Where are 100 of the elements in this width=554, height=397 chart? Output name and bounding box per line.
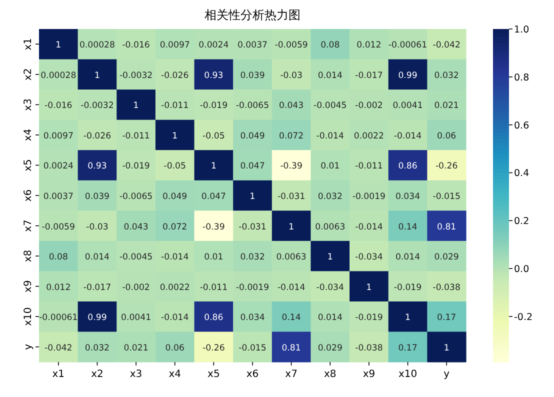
y-tick-label: y bbox=[23, 344, 34, 350]
data-label: 0.14 bbox=[282, 313, 301, 324]
x-tick-label: x3 bbox=[130, 369, 142, 380]
data-label: -0.0032 bbox=[80, 101, 114, 112]
data-label: 0.014 bbox=[395, 252, 420, 263]
x-tick-label: x6 bbox=[246, 369, 259, 380]
y-tick-label: x2 bbox=[23, 68, 34, 81]
data-label: 1 bbox=[133, 101, 139, 112]
data-label: -0.03 bbox=[280, 70, 302, 81]
data-label: 1 bbox=[56, 40, 62, 51]
data-label: 0.049 bbox=[240, 131, 265, 142]
data-label: -0.014 bbox=[161, 252, 189, 263]
data-label: 0.81 bbox=[437, 222, 456, 232]
data-label: 0.00028 bbox=[79, 40, 115, 51]
data-label: 0.08 bbox=[48, 252, 68, 263]
data-label: 0.0024 bbox=[198, 40, 229, 51]
data-label: 0.032 bbox=[84, 343, 110, 354]
data-label: -0.017 bbox=[355, 70, 383, 81]
x-tick-label: y bbox=[444, 369, 450, 380]
data-label: 1 bbox=[172, 131, 178, 142]
data-label: -0.39 bbox=[202, 222, 225, 232]
data-label: 1 bbox=[250, 192, 256, 202]
data-label: 0.043 bbox=[124, 222, 148, 232]
data-label: 0.049 bbox=[162, 192, 188, 202]
x-tick-label: x1 bbox=[52, 369, 65, 380]
data-label: -0.014 bbox=[161, 313, 189, 324]
data-label: -0.016 bbox=[44, 101, 72, 112]
x-tick-label: x7 bbox=[285, 369, 298, 380]
data-label: -0.39 bbox=[280, 162, 302, 172]
data-label: -0.034 bbox=[355, 252, 383, 263]
y-tick-label: x9 bbox=[23, 280, 34, 292]
data-label: 0.0063 bbox=[315, 222, 346, 232]
data-label: 0.0097 bbox=[43, 131, 74, 142]
data-label: 0.17 bbox=[398, 343, 418, 354]
data-label: -0.05 bbox=[164, 162, 186, 172]
data-label: 0.81 bbox=[282, 343, 301, 354]
data-label: -0.015 bbox=[432, 192, 460, 202]
y-tick-label: x5 bbox=[23, 159, 34, 172]
data-label: -0.026 bbox=[161, 70, 189, 81]
data-label: -0.002 bbox=[122, 282, 150, 293]
data-label: -0.019 bbox=[355, 313, 383, 324]
data-label: 0.17 bbox=[437, 313, 456, 324]
y-tick-label: x10 bbox=[23, 307, 34, 326]
data-label: 1 bbox=[405, 313, 411, 324]
data-label: -0.042 bbox=[432, 40, 460, 51]
data-label: -0.038 bbox=[355, 343, 383, 354]
y-tick-label: x1 bbox=[23, 38, 34, 50]
data-label: -0.0065 bbox=[119, 192, 153, 202]
data-label: 0.01 bbox=[320, 162, 340, 172]
color-bar-label: 0.0 bbox=[514, 264, 530, 276]
data-label: 0.86 bbox=[204, 313, 224, 324]
data-label: 0.043 bbox=[279, 101, 304, 112]
data-label: 0.034 bbox=[395, 192, 420, 202]
data-label: -0.019 bbox=[394, 282, 422, 293]
data-label: -0.0019 bbox=[352, 192, 386, 202]
data-label: 0.032 bbox=[240, 252, 265, 263]
data-label: -0.034 bbox=[316, 282, 344, 293]
data-label: 0.021 bbox=[124, 343, 148, 354]
data-label: 0.029 bbox=[434, 252, 459, 263]
data-label: -0.0045 bbox=[119, 252, 153, 263]
data-label: -0.011 bbox=[122, 131, 150, 142]
data-label: -0.0019 bbox=[236, 282, 270, 293]
data-label: -0.026 bbox=[83, 131, 112, 142]
data-label: 1 bbox=[288, 222, 294, 232]
data-label: 0.0037 bbox=[237, 40, 268, 51]
data-label: 1 bbox=[94, 70, 100, 81]
y-tick-label: x3 bbox=[23, 98, 34, 111]
data-label: -0.0045 bbox=[314, 101, 347, 112]
data-label: -0.011 bbox=[161, 101, 189, 112]
data-label: -0.00061 bbox=[388, 40, 428, 51]
data-label: 0.14 bbox=[398, 222, 418, 232]
data-label: 0.93 bbox=[204, 70, 224, 81]
data-label: 0.0041 bbox=[392, 101, 423, 112]
data-label: 0.032 bbox=[318, 192, 342, 202]
y-tick-label: x7 bbox=[23, 220, 34, 232]
data-label: 0.06 bbox=[437, 131, 456, 142]
data-label: 0.034 bbox=[240, 313, 265, 324]
data-label: -0.019 bbox=[200, 101, 228, 112]
data-label: 0.047 bbox=[240, 162, 265, 172]
color-bar-label: 0.4 bbox=[514, 168, 530, 180]
data-label: 0.012 bbox=[356, 40, 382, 51]
data-label: 0.00028 bbox=[40, 70, 76, 81]
data-label: -0.00061 bbox=[39, 313, 78, 324]
data-label: -0.0065 bbox=[236, 101, 270, 112]
data-label: -0.26 bbox=[202, 343, 225, 354]
data-label: -0.0059 bbox=[42, 222, 75, 232]
data-label: 0.08 bbox=[320, 40, 340, 51]
data-label: -0.014 bbox=[355, 222, 383, 232]
color-bar-label: -0.2 bbox=[514, 312, 533, 323]
color-bar-label: 1.0 bbox=[514, 24, 530, 36]
x-tick-label: x5 bbox=[208, 369, 220, 380]
data-label: 0.86 bbox=[398, 162, 418, 172]
data-label: 1 bbox=[366, 282, 372, 293]
chart-title: 相关性分析热力图 bbox=[204, 8, 300, 22]
data-label: 0.014 bbox=[318, 70, 342, 81]
data-label: 0.93 bbox=[88, 162, 107, 172]
data-label: -0.03 bbox=[86, 222, 108, 232]
x-tick-label: x10 bbox=[398, 369, 418, 380]
data-label: -0.011 bbox=[200, 282, 228, 293]
data-label: -0.0059 bbox=[274, 40, 308, 51]
